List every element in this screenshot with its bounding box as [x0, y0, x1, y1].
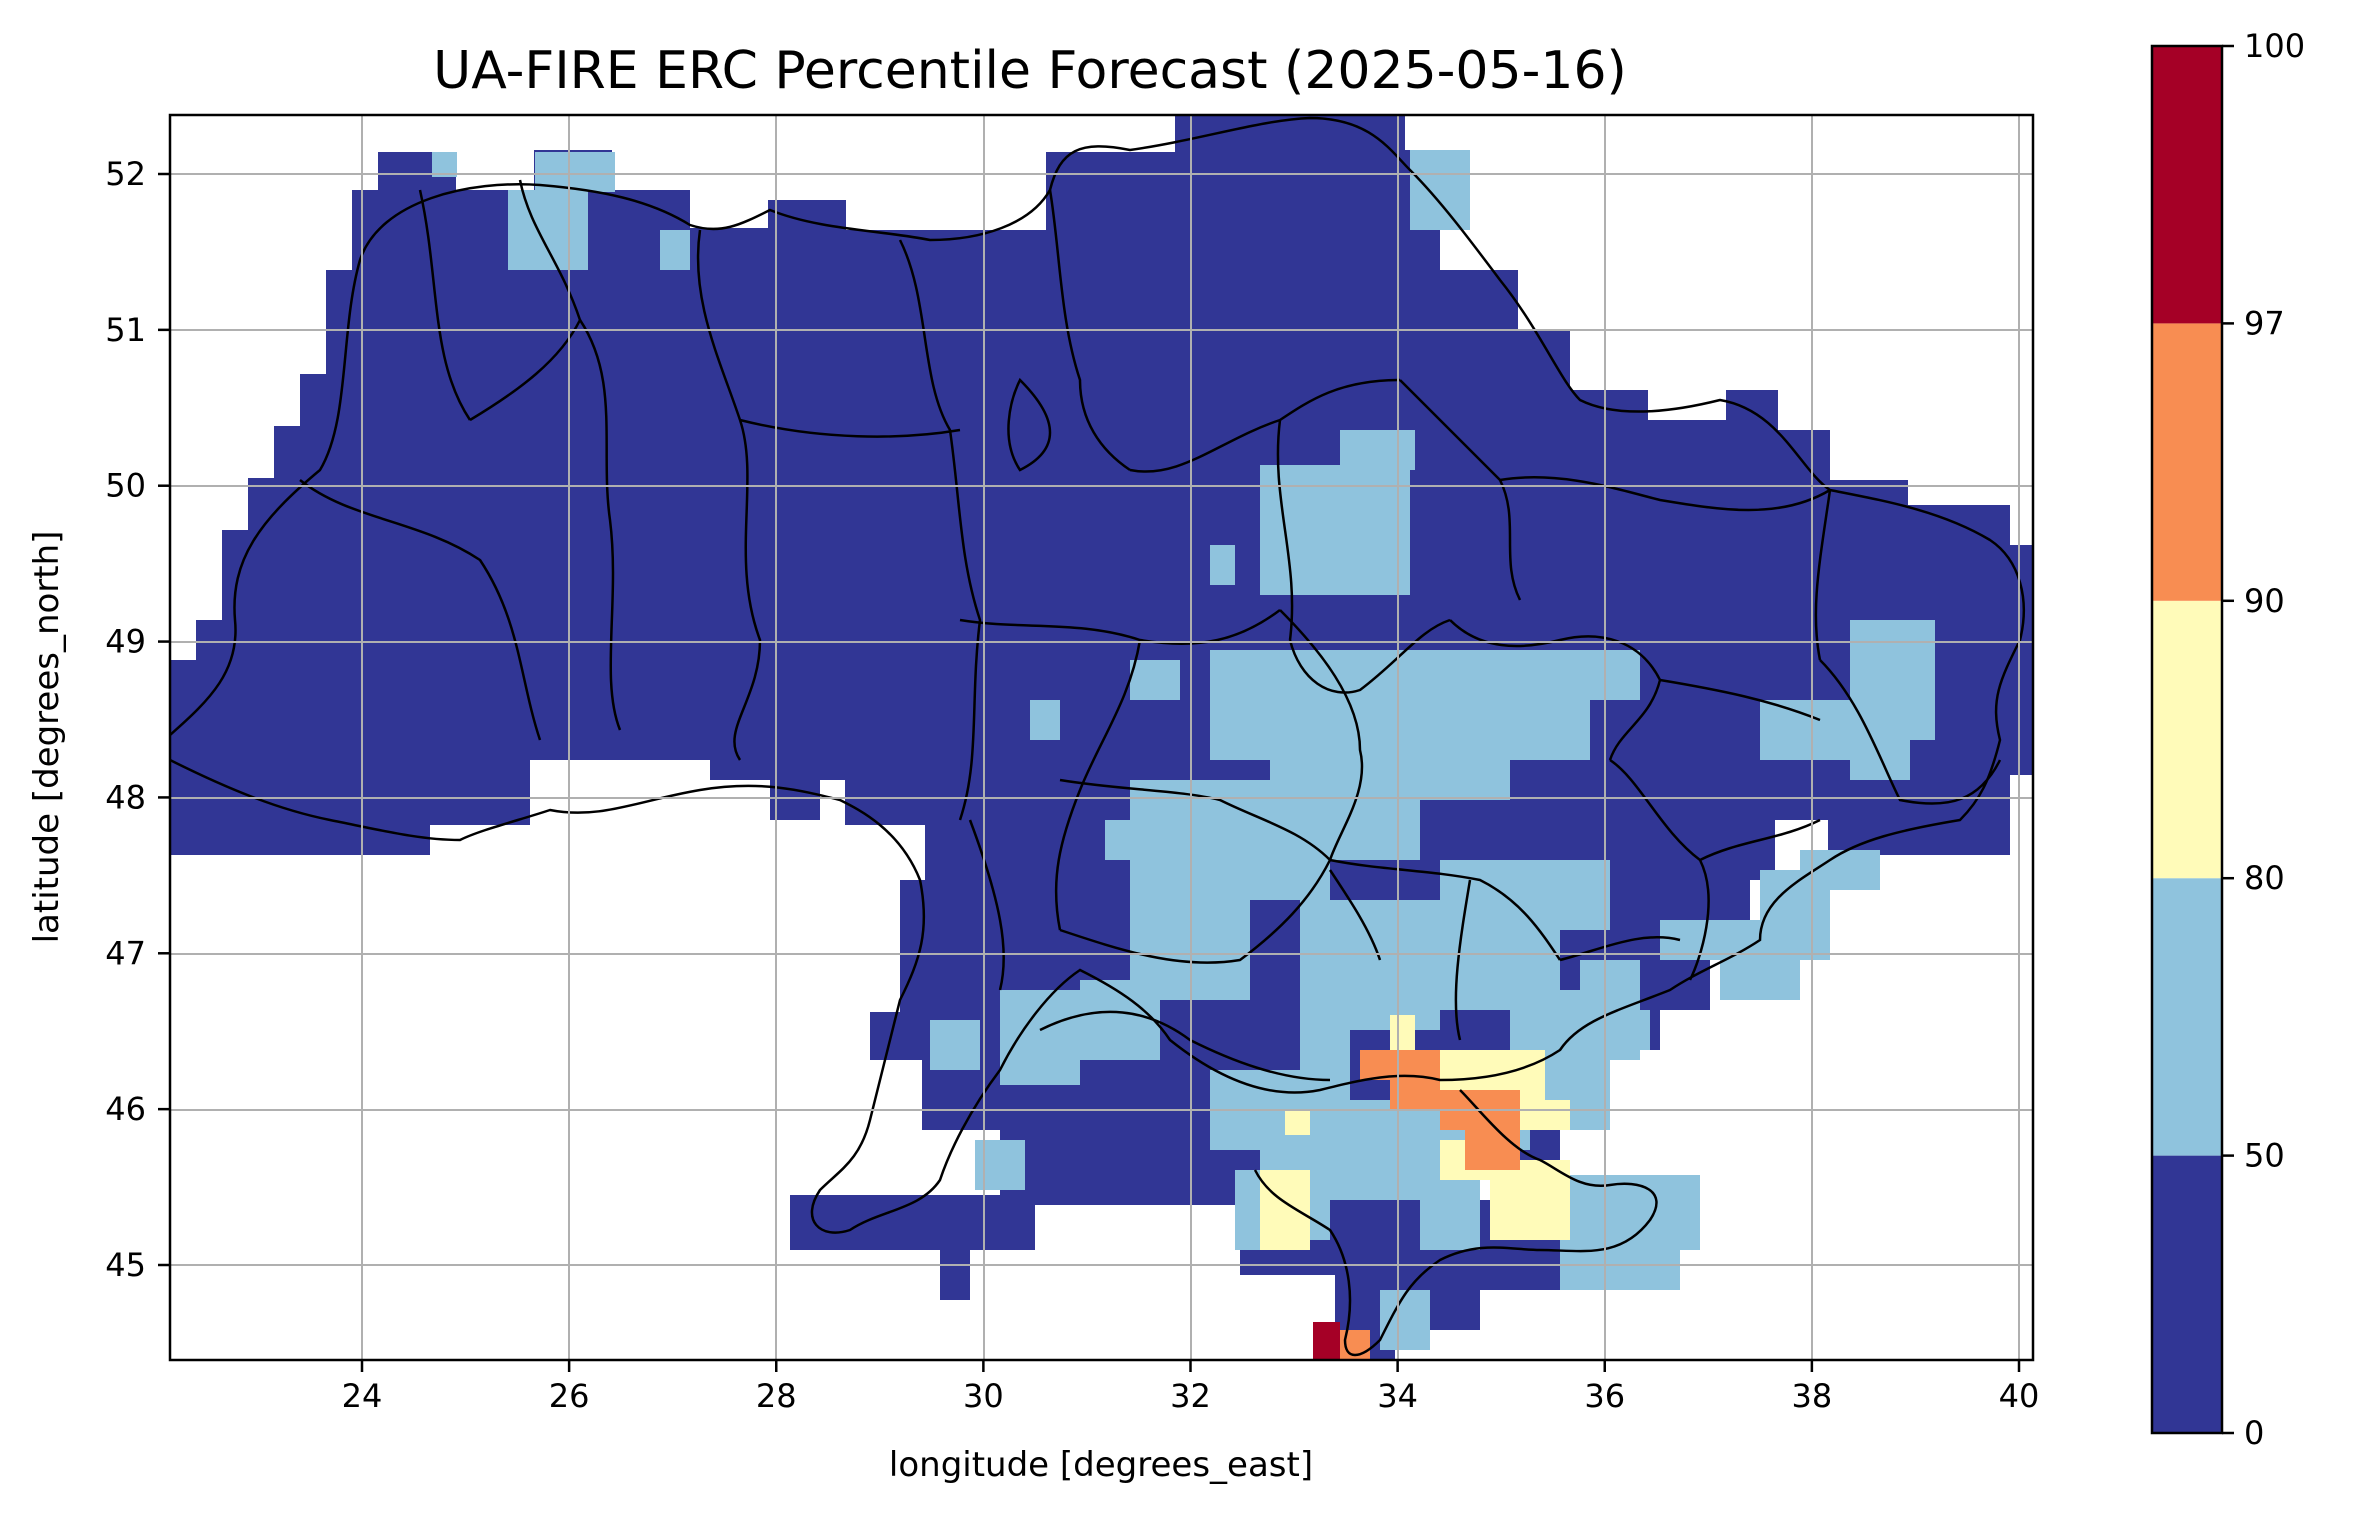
- x-tick-label: 26: [549, 1377, 590, 1415]
- colorbar-tick-label: 50: [2244, 1137, 2285, 1175]
- colorbar-bin: [2152, 46, 2222, 324]
- y-tick-label: 47: [105, 934, 146, 972]
- admin-borders: [170, 116, 2025, 1357]
- y-axis-label: latitude [degrees_north]: [27, 531, 67, 944]
- x-axis-ticks: 24 26 28 30 32 34 36 38 40: [342, 1360, 2040, 1415]
- erc-region-97-100: [1313, 1322, 1340, 1360]
- colorbar: 0 50 80 90 97 100: [2150, 27, 2305, 1452]
- y-tick-label: 51: [105, 311, 146, 349]
- colorbar-tick-label: 97: [2244, 304, 2285, 342]
- colorbar-bin: [2152, 600, 2222, 879]
- x-tick-label: 30: [963, 1377, 1004, 1415]
- y-tick-label: 48: [105, 778, 146, 816]
- x-tick-label: 24: [342, 1377, 383, 1415]
- x-tick-label: 36: [1584, 1377, 1625, 1415]
- colorbar-tick-label: 100: [2244, 27, 2305, 65]
- y-tick-label: 49: [105, 623, 146, 661]
- map-title: UA-FIRE ERC Percentile Forecast (2025-05…: [433, 41, 1627, 101]
- erc-region-0-50-crimea: [790, 1195, 1035, 1300]
- colorbar-bin: [2152, 323, 2222, 601]
- colorbar-frame: [2150, 44, 2224, 1435]
- erc-region-80-90: [1260, 1015, 1570, 1250]
- x-tick-label: 40: [1999, 1377, 2040, 1415]
- erc-region-0-50: [170, 115, 2033, 1275]
- x-axis-label: longitude [degrees_east]: [889, 1445, 1313, 1485]
- colorbar-tick-label: 80: [2244, 859, 2285, 897]
- colorbar-tick-label: 90: [2244, 582, 2285, 620]
- y-tick-label: 52: [105, 155, 146, 193]
- y-tick-label: 46: [105, 1090, 146, 1128]
- colorbar-tick-label: 0: [2244, 1414, 2264, 1452]
- axes-frame: [168, 113, 2035, 1362]
- x-tick-label: 38: [1792, 1377, 1833, 1415]
- colorbar-bin: [2152, 878, 2222, 1156]
- y-axis-ticks: 45 46 47 48 49 50 51 52: [105, 155, 170, 1284]
- colorbar-bin: [2152, 1155, 2222, 1433]
- y-tick-label: 45: [105, 1246, 146, 1284]
- x-tick-label: 34: [1377, 1377, 1418, 1415]
- x-tick-label: 28: [756, 1377, 797, 1415]
- y-tick-label: 50: [105, 467, 146, 505]
- gridlines: [170, 115, 2033, 1360]
- map-area: [170, 115, 2033, 1360]
- x-tick-label: 32: [1170, 1377, 1211, 1415]
